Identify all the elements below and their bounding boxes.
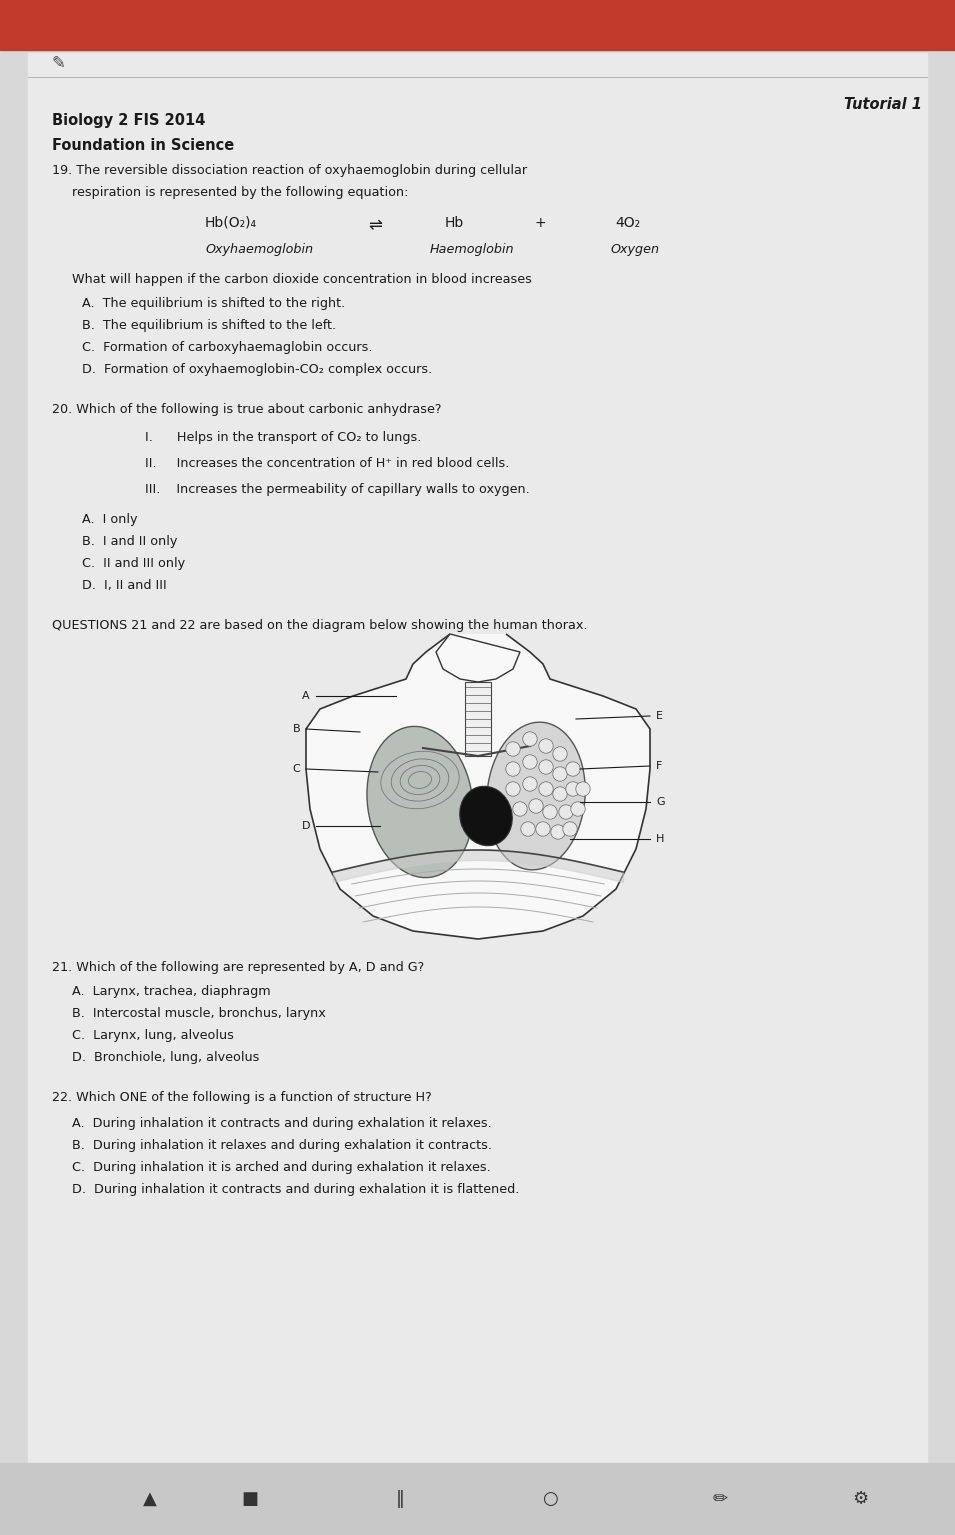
Circle shape (553, 787, 567, 801)
Text: C.  II and III only: C. II and III only (82, 557, 185, 569)
Circle shape (553, 748, 567, 761)
Circle shape (506, 741, 520, 757)
Text: Hb: Hb (445, 216, 464, 230)
Circle shape (565, 781, 581, 797)
Text: Tutorial 1: Tutorial 1 (844, 97, 922, 112)
Text: A.  During inhalation it contracts and during exhalation it relaxes.: A. During inhalation it contracts and du… (72, 1117, 492, 1130)
Text: +: + (534, 216, 546, 230)
Text: D: D (302, 821, 310, 830)
Text: ⇌: ⇌ (368, 216, 382, 233)
Text: F: F (656, 761, 663, 771)
Text: 21. Which of the following are represented by A, D and G?: 21. Which of the following are represent… (52, 961, 424, 975)
Circle shape (551, 824, 565, 840)
Text: E: E (656, 711, 663, 721)
Circle shape (513, 801, 527, 817)
Circle shape (553, 768, 567, 781)
Text: III.    Increases the permeability of capillary walls to oxygen.: III. Increases the permeability of capil… (145, 484, 530, 496)
Text: Foundation in Science: Foundation in Science (52, 138, 234, 154)
Circle shape (559, 804, 573, 820)
Circle shape (529, 798, 543, 814)
Text: D.  During inhalation it contracts and during exhalation it is flattened.: D. During inhalation it contracts and du… (72, 1183, 520, 1196)
Text: C.  Larynx, lung, alveolus: C. Larynx, lung, alveolus (72, 1028, 234, 1042)
Text: 19. The reversible dissociation reaction of oxyhaemoglobin during cellular: 19. The reversible dissociation reaction… (52, 164, 527, 177)
Circle shape (562, 821, 577, 837)
Circle shape (576, 781, 590, 797)
Text: ○: ○ (542, 1490, 558, 1507)
Text: 22. Which ONE of the following is a function of structure H?: 22. Which ONE of the following is a func… (52, 1091, 432, 1104)
Circle shape (506, 761, 520, 777)
Text: G: G (656, 797, 665, 807)
Text: ■: ■ (242, 1490, 259, 1507)
Text: D.  Formation of oxyhaemoglobin-CO₂ complex occurs.: D. Formation of oxyhaemoglobin-CO₂ compl… (82, 362, 433, 376)
Text: Oxyhaemoglobin: Oxyhaemoglobin (205, 243, 313, 256)
Text: A.  I only: A. I only (82, 513, 138, 527)
Circle shape (571, 801, 585, 817)
Text: 20. Which of the following is true about carbonic anhydrase?: 20. Which of the following is true about… (52, 404, 441, 416)
Bar (465, 682, 491, 757)
Text: ⚙: ⚙ (852, 1490, 868, 1507)
Text: QUESTIONS 21 and 22 are based on the diagram below showing the human thorax.: QUESTIONS 21 and 22 are based on the dia… (52, 619, 587, 632)
Text: Haemoglobin: Haemoglobin (430, 243, 515, 256)
Circle shape (522, 732, 538, 746)
PathPatch shape (436, 634, 520, 682)
Circle shape (536, 821, 550, 837)
Text: B.  The equilibrium is shifted to the left.: B. The equilibrium is shifted to the lef… (82, 319, 336, 332)
Text: B.  During inhalation it relaxes and during exhalation it contracts.: B. During inhalation it relaxes and duri… (72, 1139, 492, 1151)
Text: C.  During inhalation it is arched and during exhalation it relaxes.: C. During inhalation it is arched and du… (72, 1160, 491, 1174)
Text: ✏: ✏ (712, 1490, 728, 1507)
Circle shape (539, 738, 553, 754)
Text: Oxygen: Oxygen (610, 243, 659, 256)
Circle shape (565, 761, 581, 777)
Circle shape (522, 755, 538, 769)
Circle shape (520, 821, 535, 837)
Text: B: B (292, 725, 300, 734)
Text: ▲: ▲ (143, 1490, 157, 1507)
Text: D.  Bronchiole, lung, alveolus: D. Bronchiole, lung, alveolus (72, 1051, 260, 1064)
Text: H: H (656, 834, 665, 844)
Circle shape (506, 781, 520, 797)
Circle shape (522, 777, 538, 791)
Ellipse shape (367, 726, 473, 878)
Circle shape (539, 760, 553, 774)
Text: Hb(O₂)₄: Hb(O₂)₄ (205, 216, 257, 230)
Text: A: A (303, 691, 310, 701)
Text: ✎: ✎ (52, 54, 66, 72)
Circle shape (542, 804, 557, 820)
Circle shape (539, 781, 553, 797)
PathPatch shape (306, 634, 650, 939)
Text: 4O₂: 4O₂ (615, 216, 640, 230)
Bar (0, 0, 955, 51)
Text: What will happen if the carbon dioxide concentration in blood increases: What will happen if the carbon dioxide c… (72, 273, 532, 286)
Text: ‖: ‖ (395, 1490, 405, 1507)
Text: Biology 2 FIS 2014: Biology 2 FIS 2014 (52, 114, 205, 127)
Text: I.      Helps in the transport of CO₂ to lungs.: I. Helps in the transport of CO₂ to lung… (145, 431, 421, 444)
Text: II.     Increases the concentration of H⁺ in red blood cells.: II. Increases the concentration of H⁺ in… (145, 457, 509, 470)
Text: B.  Intercostal muscle, bronchus, larynx: B. Intercostal muscle, bronchus, larynx (72, 1007, 326, 1019)
Ellipse shape (487, 721, 585, 870)
Text: C: C (292, 764, 300, 774)
Text: A.  The equilibrium is shifted to the right.: A. The equilibrium is shifted to the rig… (82, 296, 346, 310)
Text: D.  I, II and III: D. I, II and III (82, 579, 167, 593)
Bar (0, 1463, 955, 1535)
Text: A.  Larynx, trachea, diaphragm: A. Larynx, trachea, diaphragm (72, 985, 270, 998)
Text: C.  Formation of carboxyhaemaglobin occurs.: C. Formation of carboxyhaemaglobin occur… (82, 341, 372, 355)
Text: respiration is represented by the following equation:: respiration is represented by the follow… (72, 186, 409, 200)
Ellipse shape (459, 786, 512, 846)
Text: B.  I and II only: B. I and II only (82, 536, 178, 548)
